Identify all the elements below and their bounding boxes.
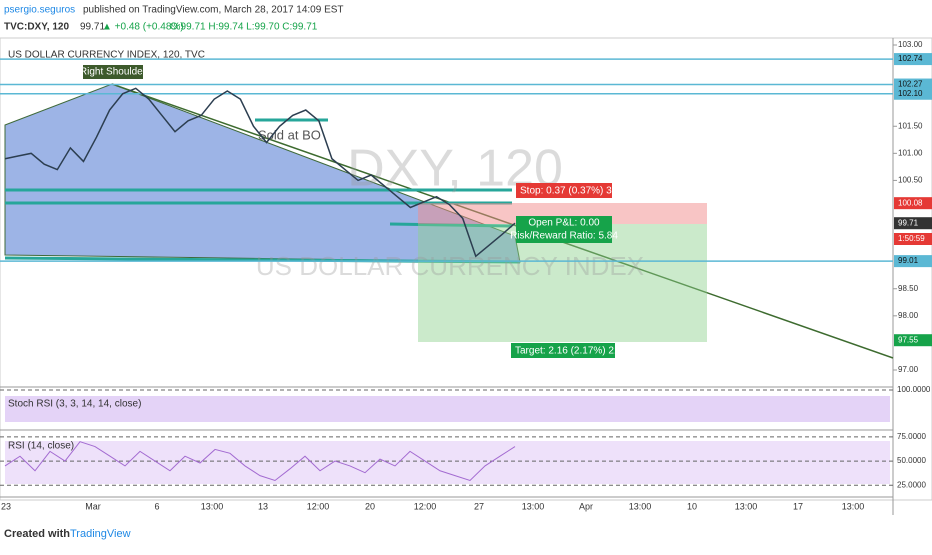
- x-tick-label: 27: [474, 501, 484, 511]
- target-zone: [418, 224, 707, 342]
- y-tick-label: 100.50: [898, 176, 923, 185]
- target-box: [511, 343, 615, 358]
- y-tick-label: 103.00: [898, 40, 923, 49]
- pnl-box: [516, 216, 612, 243]
- price-line: [4, 87, 516, 258]
- stop-zone: [418, 203, 707, 224]
- level-tag: [894, 87, 932, 100]
- x-tick-label: 13:00: [735, 501, 758, 511]
- y-tick-label: 97.00: [898, 365, 919, 374]
- rr-label: Risk/Reward Ratio: 5.84: [510, 231, 618, 242]
- y-tick-label: 50.0000: [897, 456, 926, 465]
- wedge: [4, 83, 521, 263]
- price-tag: [894, 197, 932, 210]
- target-label: Target: 2.16 (2.17%) 216: [515, 346, 626, 357]
- watermark-sub: US DOLLAR CURRENCY INDEX: [256, 251, 644, 281]
- x-tick-label: Apr: [579, 501, 593, 511]
- stoch-band: [5, 396, 890, 422]
- rsi-band: [5, 441, 890, 484]
- price-tag-label: 97.55: [898, 335, 919, 344]
- sold-label: Sold at BO: [258, 127, 321, 142]
- x-tick-label: 13:00: [842, 501, 865, 511]
- chart-legend: US DOLLAR CURRENCY INDEX, 120, TVC: [8, 50, 205, 61]
- change: ▲ +0.48 (+0.48%): [102, 22, 184, 33]
- x-tick-label: 12:00: [414, 501, 437, 511]
- level-label: 102.27: [898, 80, 923, 89]
- label-box: [83, 65, 143, 79]
- x-tick-label: 13:00: [201, 501, 224, 511]
- x-tick-label: 13: [258, 501, 268, 511]
- level-tag: [894, 53, 932, 66]
- level-tag: [894, 78, 932, 91]
- y-tick-label: 100.0000: [897, 385, 931, 394]
- footer-brand[interactable]: TradingView: [70, 528, 131, 540]
- stop-label: Stop: 0.37 (0.37%) 37: [520, 186, 618, 197]
- y-tick-label: 101.00: [898, 148, 923, 157]
- symbol: TVC:DXY, 120: [4, 22, 69, 33]
- x-tick-label: 13:00: [522, 501, 545, 511]
- pnl-label: Open P&L: 0.00: [528, 218, 600, 229]
- x-tick-label: 20: [365, 501, 375, 511]
- published: published on TradingView.com, March 28, …: [83, 5, 344, 16]
- y-tick-label: 98.50: [898, 284, 919, 293]
- x-tick-label: 6: [154, 501, 159, 511]
- last: 99.71: [80, 22, 105, 33]
- publisher[interactable]: psergio.seguros: [4, 5, 75, 16]
- rsi-label: RSI (14, close): [8, 441, 74, 452]
- price-tag: [894, 334, 932, 347]
- stoch-label: Stoch RSI (3, 3, 14, 14, close): [8, 399, 141, 410]
- x-tick-label: 23: [1, 501, 11, 511]
- level-tag: [894, 255, 932, 268]
- price-tag: [894, 217, 932, 230]
- price-tag-label: 100.08: [898, 198, 923, 207]
- x-tick-label: 17: [793, 501, 803, 511]
- price-tag-label: 99.71: [898, 218, 919, 227]
- y-tick-label: 101.50: [898, 121, 923, 130]
- x-tick-label: 13:00: [629, 501, 652, 511]
- x-tick-label: Mar: [85, 501, 101, 511]
- level-label: 99.01: [898, 256, 919, 265]
- level-label: 102.74: [898, 54, 923, 63]
- right-shoulder: Right Shoulder: [80, 67, 147, 78]
- x-tick-label: 10: [687, 501, 697, 511]
- footer-created: Created with: [4, 528, 70, 540]
- x-tick-label: 12:00: [307, 501, 330, 511]
- y-tick-label: 75.0000: [897, 432, 926, 441]
- level-label: 102.10: [898, 89, 923, 98]
- ohlc: O:99.71 H:99.74 L:99.70 C:99.71: [170, 22, 318, 33]
- countdown: 1:50:59: [898, 234, 925, 243]
- indicator-line: [4, 441, 516, 482]
- level-line: [389, 222, 513, 228]
- y-tick-label: 25.0000: [897, 480, 926, 489]
- stop-box: [516, 183, 612, 198]
- y-tick-label: 98.00: [898, 311, 919, 320]
- countdown-tag: [894, 233, 932, 245]
